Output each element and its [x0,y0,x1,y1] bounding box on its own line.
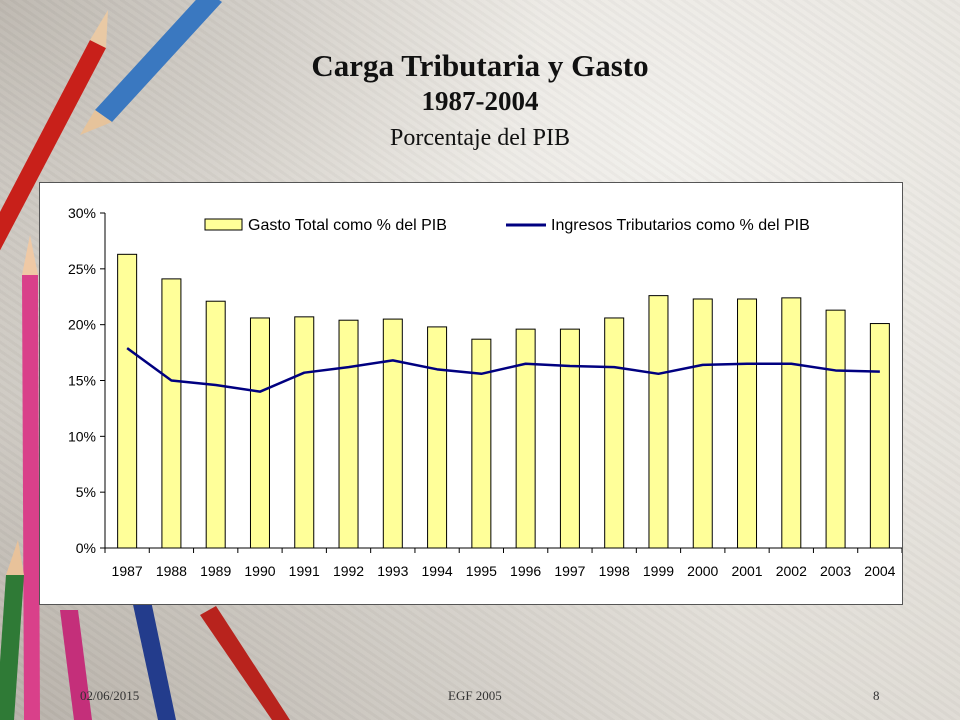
bar-gasto-1991 [294,316,315,549]
bar-gasto-1992 [338,319,359,549]
bar-gasto-1998 [604,317,625,549]
bar-gasto-1988 [161,278,182,549]
blue-pencil-icon [80,0,222,135]
bar-gasto-1987 [117,253,138,549]
slide-title: Carga Tributaria y Gasto [311,48,649,83]
slide-years-title: 1987-2004 [421,86,539,116]
slide-subtitle: Porcentaje del PIB [390,125,570,151]
x-tick-label: 1987 [112,563,143,579]
x-tick-label: 1989 [200,563,231,579]
legend-label-gasto: Gasto Total como % del PIB [248,217,447,234]
x-tick-label: 2000 [687,563,718,579]
x-tick-label: 1990 [244,563,275,579]
page-number: 8 [873,688,880,703]
footer-date: 02/06/2015 [80,688,140,703]
x-tick-label: 1998 [599,563,630,579]
bar-gasto-1989 [205,300,226,549]
legend-label-ingresos: Ingresos Tributarios como % del PIB [551,217,810,234]
bar-gasto-1997 [559,328,580,549]
bar-gasto-2004 [869,323,890,549]
bar-gasto-1996 [515,328,536,549]
pink-pencil-icon [22,235,40,720]
x-tick-label: 1995 [466,563,497,579]
chart-svg: 0% 5% 10% 15% 20% 25% 30% 1987 1988 1989 1990 1991… [68,205,902,579]
bar-gasto-1993 [382,318,403,549]
bar-gasto-2001 [737,298,758,549]
chart-container: 0% 5% 10% 15% 20% 25% 30% 1987 1988 1989 1990 1991… [39,182,903,605]
x-tick-label: 1992 [333,563,364,579]
x-tick-label: 1994 [422,563,453,579]
x-tick-label: 1988 [156,563,187,579]
y-tick-label: 0% [76,540,96,556]
legend-swatch-gasto [204,218,243,231]
y-tick-label: 25% [68,261,96,277]
magenta-pencil-icon [60,610,92,720]
x-tick-label: 1993 [377,563,408,579]
bar-gasto-1995 [471,338,492,549]
green-pencil-icon [0,540,24,720]
y-tick-label: 15% [68,373,96,389]
footer-center-text: EGF 2005 [448,688,502,703]
y-tick-label: 5% [76,484,96,500]
x-tick-label: 1997 [554,563,585,579]
x-tick-label: 2004 [864,563,895,579]
bar-gasto-1999 [648,295,669,549]
bar-gasto-1994 [427,326,448,549]
y-tick-label: 30% [68,205,96,221]
bar-gasto-2000 [692,298,713,549]
x-tick-label: 1999 [643,563,674,579]
bar-gasto-1990 [249,317,270,549]
x-tick-label: 2001 [731,563,762,579]
y-tick-label: 10% [68,428,96,444]
bar-gasto-2003 [825,309,846,549]
x-tick-label: 1996 [510,563,541,579]
line-ingresos-tributarios [126,347,880,393]
bar-gasto-2002 [781,297,802,549]
red-lower-pencil-icon [200,606,290,720]
x-tick-label: 1991 [289,563,320,579]
x-tick-label: 2003 [820,563,851,579]
x-tick-label: 2002 [776,563,807,579]
y-tick-label: 20% [68,317,96,333]
red-pencil-icon [0,10,108,251]
